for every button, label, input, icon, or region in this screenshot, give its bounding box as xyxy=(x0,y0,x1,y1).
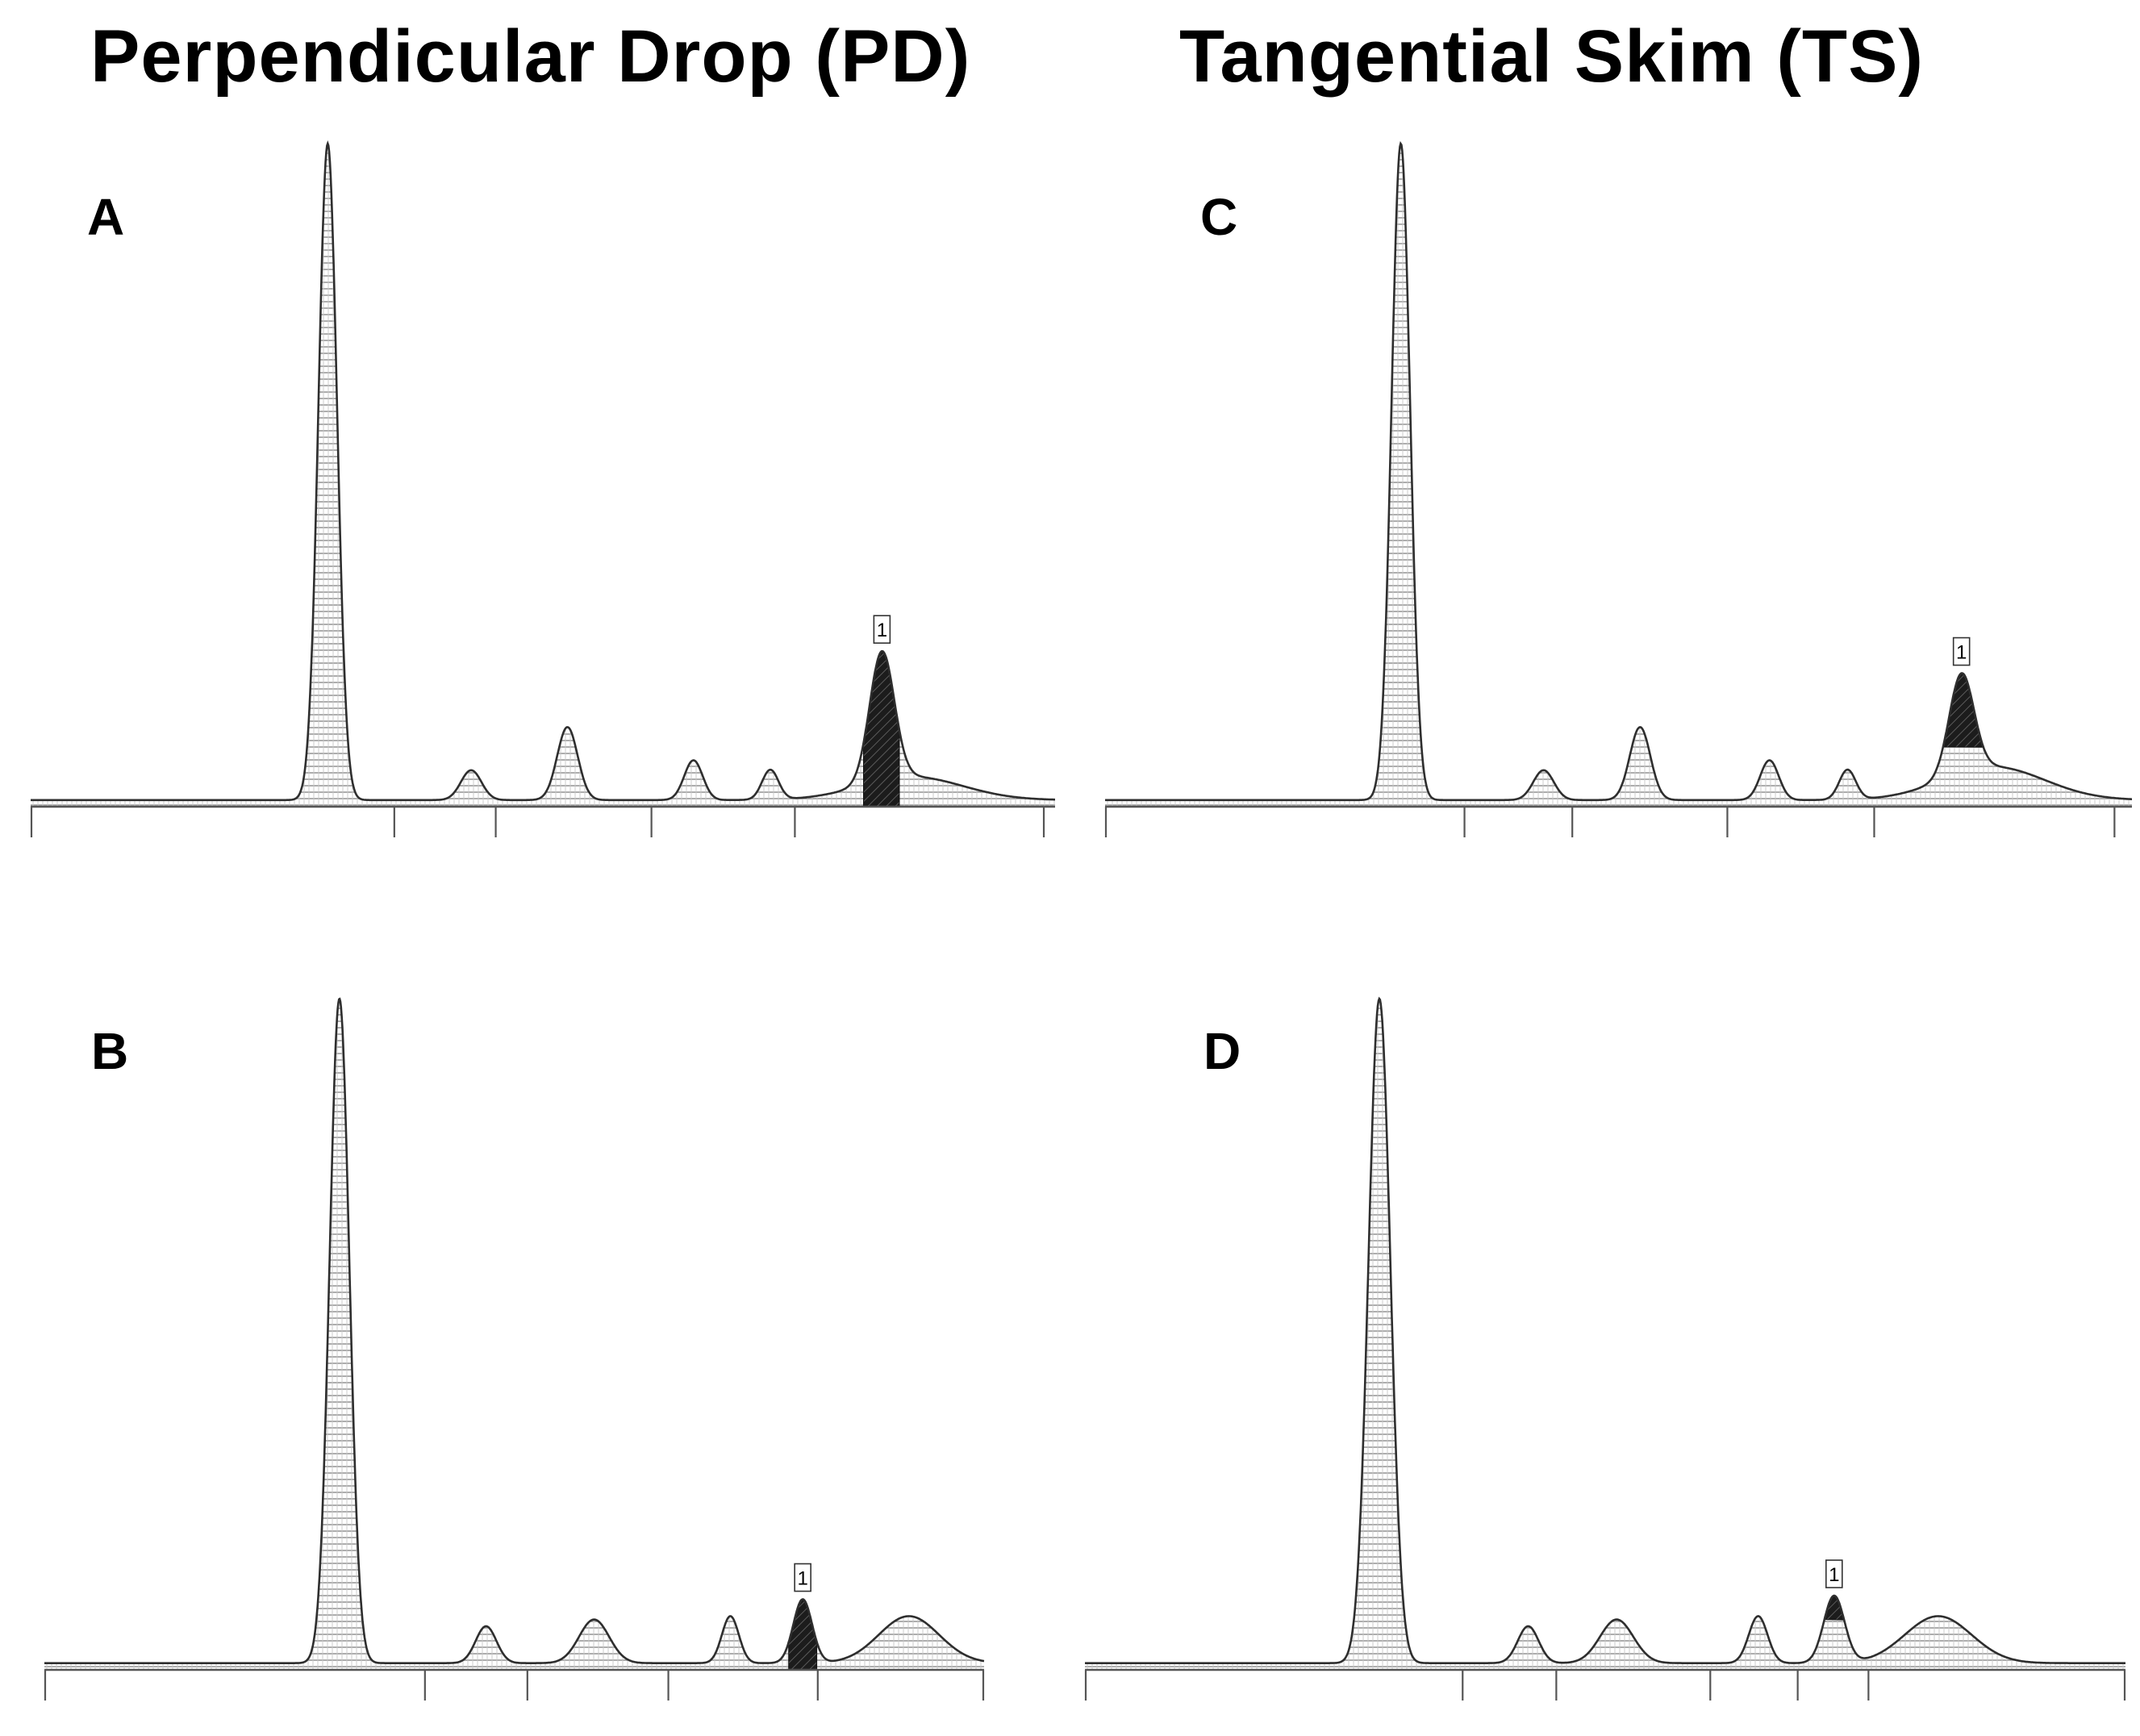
peak-marker-label: 1 xyxy=(877,620,887,641)
chromatogram-b: 1 xyxy=(44,997,985,1701)
shaded-area xyxy=(1085,999,2125,1670)
signal-trace xyxy=(44,997,985,1664)
column-title-tangential-skim: Tangential Skim (TS) xyxy=(1179,15,1925,98)
peak-marker-label: 1 xyxy=(1956,642,1967,664)
panel-label-d: D xyxy=(1203,1022,1241,1080)
peak-marker-label: 1 xyxy=(1829,1564,1839,1586)
panel-label-c: C xyxy=(1200,188,1238,246)
chromatogram-a: 1 xyxy=(30,140,1055,837)
panel-label-a: A xyxy=(87,188,125,246)
highlighted-peak xyxy=(1942,673,1984,748)
signal-trace xyxy=(31,140,1055,802)
chromatogram-d: 1 xyxy=(1084,996,2126,1701)
shaded-area xyxy=(31,144,1055,807)
column-title-perpendicular-drop: Perpendicular Drop (PD) xyxy=(90,15,971,98)
peak-marker-box xyxy=(873,615,891,644)
signal-trace xyxy=(1085,996,2125,1664)
highlighted-peak xyxy=(863,650,900,807)
peak-marker-box xyxy=(1952,636,1971,666)
shaded-area xyxy=(44,999,984,1670)
panel-label-b: B xyxy=(91,1022,129,1080)
signal-trace xyxy=(1105,140,2132,802)
peak-marker-label: 1 xyxy=(797,1568,807,1590)
peak-marker-box xyxy=(1825,1559,1843,1588)
highlighted-peak xyxy=(788,1598,818,1671)
chromatogram-c: 1 xyxy=(1104,140,2132,837)
peak-marker-box xyxy=(794,1563,811,1592)
shaded-area xyxy=(1105,144,2132,807)
